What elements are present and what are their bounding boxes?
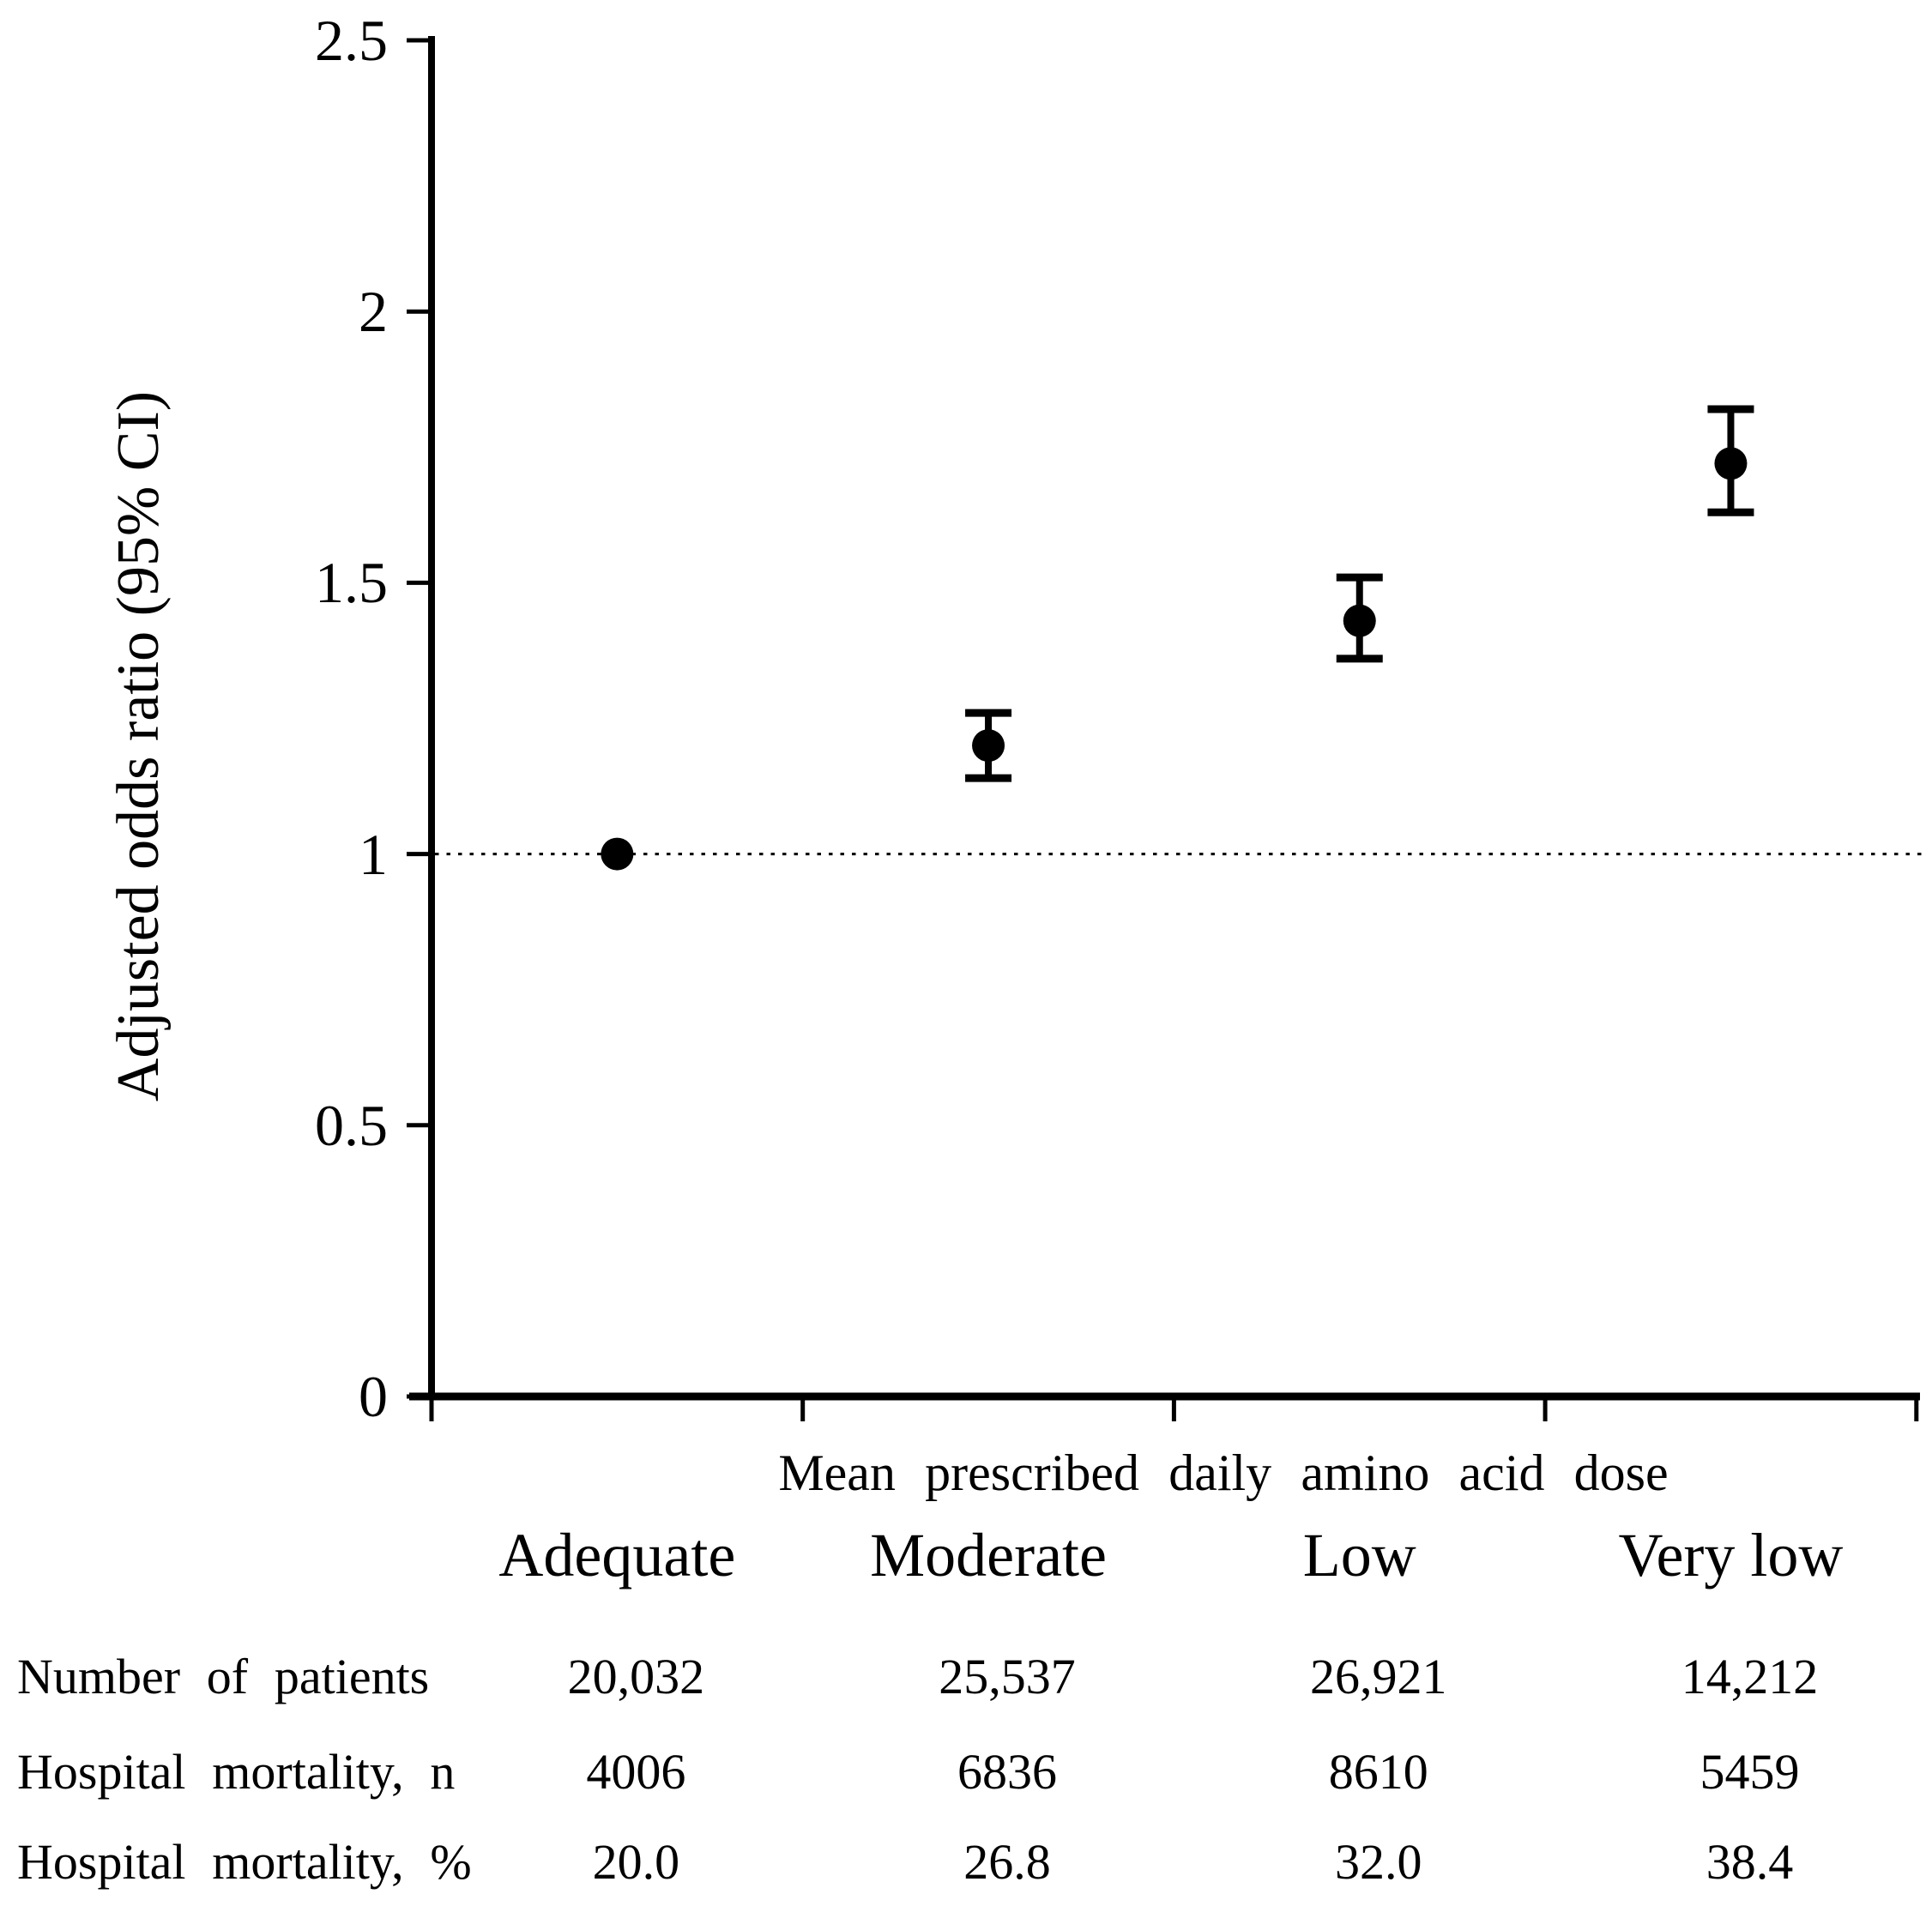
- data-point-low: [1343, 604, 1376, 637]
- table-cell: 6836: [957, 1744, 1058, 1800]
- table-cell: 20,032: [567, 1649, 705, 1704]
- y-tick-label: 1.5: [315, 550, 388, 616]
- table-cell: 14,212: [1681, 1649, 1819, 1704]
- x-axis-title: Mean prescribed daily amino acid dose: [778, 1445, 1669, 1501]
- y-tick-label: 2.5: [315, 8, 388, 73]
- table-cell: 4006: [586, 1744, 686, 1800]
- table-cell: 8610: [1328, 1744, 1428, 1800]
- y-tick-label: 0.5: [315, 1092, 388, 1158]
- table-cell: 20.0: [592, 1834, 680, 1890]
- table-cell: 38.4: [1706, 1834, 1794, 1890]
- category-label-very-low: Very low: [1618, 1521, 1844, 1589]
- table-row-label: Hospital mortality, n: [17, 1744, 456, 1800]
- table-row-label: Hospital mortality, %: [17, 1834, 472, 1890]
- table-cell: 32.0: [1335, 1834, 1422, 1890]
- category-label-moderate: Moderate: [870, 1521, 1107, 1589]
- y-tick-label: 2: [359, 279, 388, 345]
- y-tick-label: 0: [359, 1364, 388, 1429]
- table-cell: 25,537: [939, 1649, 1076, 1704]
- table-cell: 26,921: [1310, 1649, 1447, 1704]
- category-label-adequate: Adequate: [498, 1521, 736, 1589]
- data-point-very-low: [1714, 447, 1748, 480]
- table-cell: 5459: [1700, 1744, 1800, 1800]
- y-axis-title: Adjusted odds ratio (95% CI): [106, 390, 172, 1102]
- y-tick-label: 1: [359, 821, 388, 887]
- table-cell: 26.8: [963, 1834, 1051, 1890]
- data-point-moderate: [972, 729, 1005, 763]
- table-row-label: Number of patients: [17, 1649, 430, 1704]
- category-label-low: Low: [1302, 1521, 1416, 1589]
- data-point-adequate: [601, 837, 634, 871]
